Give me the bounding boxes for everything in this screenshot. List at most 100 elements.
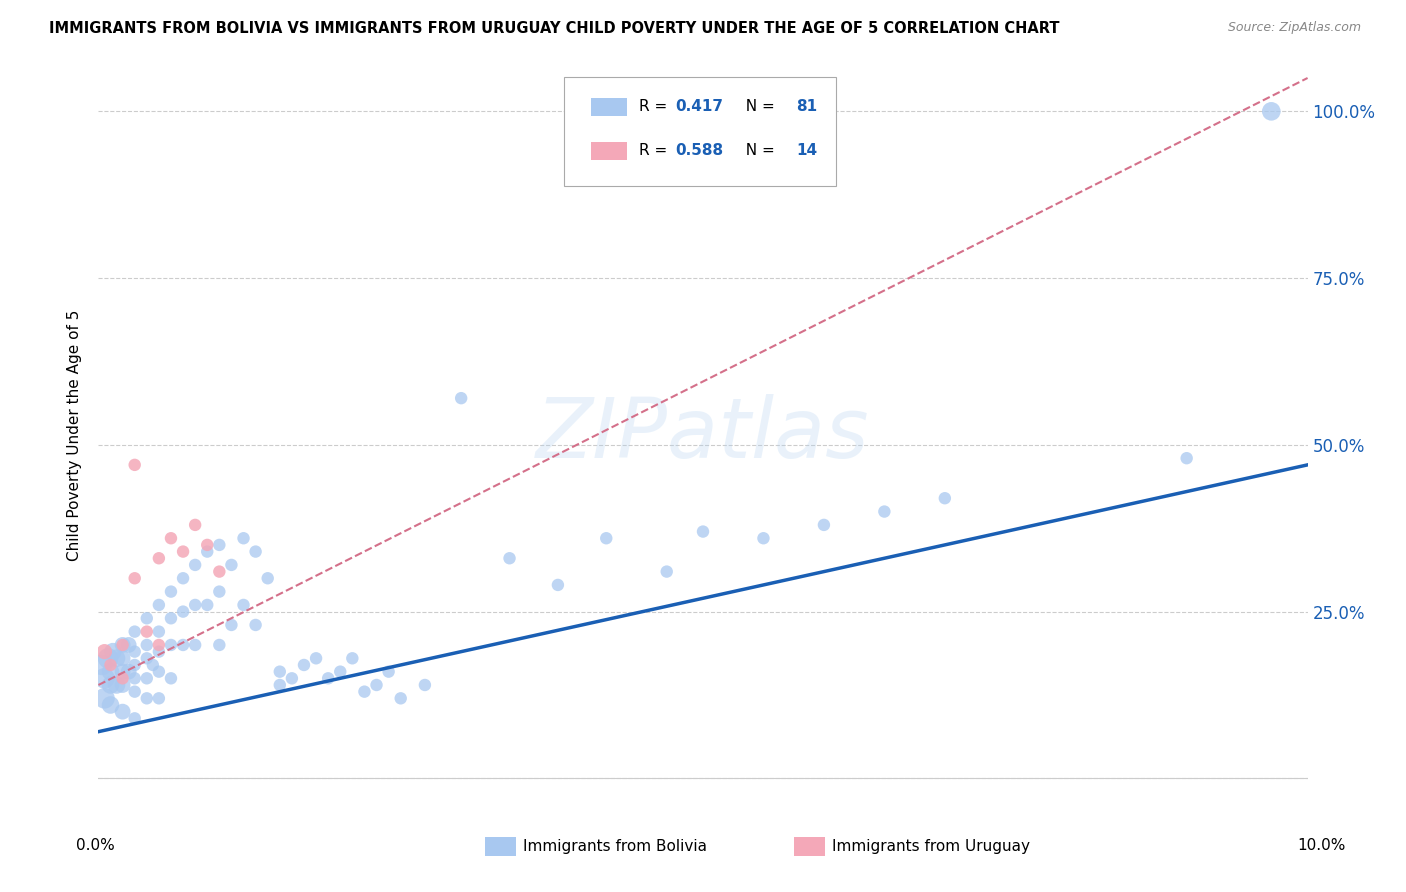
Point bbox=[389, 691, 412, 706]
Point bbox=[256, 571, 278, 585]
Point bbox=[118, 665, 141, 679]
Point bbox=[184, 598, 207, 612]
Point bbox=[547, 578, 569, 592]
Point bbox=[269, 665, 291, 679]
Point bbox=[269, 678, 291, 692]
Text: Immigrants from Bolivia: Immigrants from Bolivia bbox=[523, 839, 707, 854]
Point bbox=[377, 665, 399, 679]
Text: R =: R = bbox=[638, 144, 672, 158]
Text: Immigrants from Uruguay: Immigrants from Uruguay bbox=[832, 839, 1031, 854]
Point bbox=[450, 391, 472, 405]
Point bbox=[1175, 451, 1198, 466]
Point bbox=[148, 551, 170, 566]
Point bbox=[97, 651, 120, 665]
Point bbox=[148, 638, 170, 652]
Point bbox=[118, 638, 141, 652]
Point bbox=[111, 678, 134, 692]
Point bbox=[232, 598, 254, 612]
Point bbox=[184, 638, 207, 652]
Point bbox=[172, 571, 194, 585]
Point bbox=[305, 651, 328, 665]
Point bbox=[160, 638, 183, 652]
Point bbox=[813, 517, 835, 532]
Point bbox=[316, 671, 339, 685]
Point bbox=[135, 651, 157, 665]
Point bbox=[111, 651, 134, 665]
Point bbox=[124, 571, 146, 585]
Text: 10.0%: 10.0% bbox=[1298, 838, 1346, 853]
Point bbox=[148, 645, 170, 659]
Point bbox=[100, 678, 122, 692]
Point bbox=[221, 618, 243, 632]
Text: N =: N = bbox=[735, 100, 779, 114]
Point bbox=[172, 638, 194, 652]
Point bbox=[595, 531, 617, 545]
Point bbox=[1260, 104, 1282, 119]
Point bbox=[752, 531, 775, 545]
Point bbox=[184, 517, 207, 532]
Point bbox=[208, 538, 231, 552]
Point bbox=[148, 624, 170, 639]
Point bbox=[124, 624, 146, 639]
Point bbox=[208, 638, 231, 652]
Point bbox=[93, 691, 115, 706]
Point bbox=[208, 565, 231, 579]
Point bbox=[100, 698, 122, 712]
Text: R =: R = bbox=[638, 100, 672, 114]
Point bbox=[135, 671, 157, 685]
Bar bbox=[591, 98, 627, 116]
Point bbox=[655, 565, 678, 579]
Point bbox=[111, 705, 134, 719]
Point bbox=[148, 598, 170, 612]
Point bbox=[135, 611, 157, 625]
Text: N =: N = bbox=[735, 144, 779, 158]
Point bbox=[111, 671, 134, 685]
Point bbox=[148, 691, 170, 706]
Point bbox=[160, 611, 183, 625]
Point bbox=[195, 538, 218, 552]
Point bbox=[281, 671, 304, 685]
Point bbox=[105, 651, 128, 665]
Point bbox=[195, 544, 218, 558]
Point bbox=[135, 638, 157, 652]
Bar bbox=[591, 142, 627, 160]
Point bbox=[184, 558, 207, 572]
Point bbox=[124, 645, 146, 659]
Point bbox=[124, 657, 146, 672]
Point bbox=[160, 671, 183, 685]
Point bbox=[934, 491, 956, 506]
Point bbox=[208, 584, 231, 599]
Text: IMMIGRANTS FROM BOLIVIA VS IMMIGRANTS FROM URUGUAY CHILD POVERTY UNDER THE AGE O: IMMIGRANTS FROM BOLIVIA VS IMMIGRANTS FR… bbox=[49, 21, 1060, 37]
Point bbox=[91, 657, 114, 672]
Point bbox=[160, 531, 183, 545]
Point bbox=[111, 638, 134, 652]
Text: ZIPatlas: ZIPatlas bbox=[536, 394, 870, 475]
Point bbox=[245, 618, 267, 632]
Point bbox=[292, 657, 315, 672]
Point bbox=[135, 691, 157, 706]
Point bbox=[195, 598, 218, 612]
FancyBboxPatch shape bbox=[564, 77, 837, 186]
Point bbox=[245, 544, 267, 558]
Point bbox=[101, 645, 124, 659]
Point bbox=[142, 657, 165, 672]
Text: 0.0%: 0.0% bbox=[76, 838, 115, 853]
Point bbox=[111, 638, 134, 652]
Text: Source: ZipAtlas.com: Source: ZipAtlas.com bbox=[1227, 21, 1361, 35]
Text: 0.588: 0.588 bbox=[675, 144, 723, 158]
Point bbox=[160, 584, 183, 599]
Point bbox=[124, 711, 146, 725]
Point bbox=[172, 605, 194, 619]
Point bbox=[124, 458, 146, 472]
Point bbox=[100, 657, 122, 672]
Point bbox=[135, 624, 157, 639]
Point bbox=[366, 678, 388, 692]
Point bbox=[498, 551, 520, 566]
Point bbox=[100, 665, 122, 679]
Text: 81: 81 bbox=[796, 100, 817, 114]
Point bbox=[111, 665, 134, 679]
Point bbox=[692, 524, 714, 539]
Text: 14: 14 bbox=[796, 144, 817, 158]
Point bbox=[232, 531, 254, 545]
Point bbox=[413, 678, 436, 692]
